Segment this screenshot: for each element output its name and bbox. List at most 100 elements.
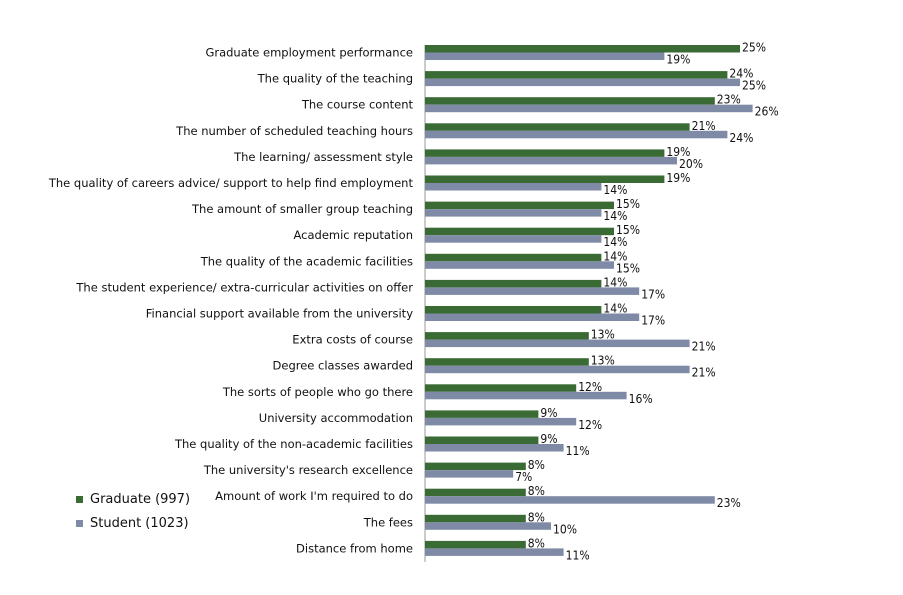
value-label-graduate: 9% xyxy=(540,406,557,420)
bar-student xyxy=(425,209,602,217)
bar-graduate xyxy=(425,227,614,236)
bar-graduate xyxy=(425,149,665,157)
value-label-student: 11% xyxy=(566,548,590,562)
value-label-student: 11% xyxy=(566,444,590,458)
bar-student xyxy=(425,130,728,139)
bar-graduate xyxy=(425,332,589,340)
value-label-student: 14% xyxy=(603,209,627,223)
value-label-graduate: 13% xyxy=(591,328,615,342)
bar-graduate xyxy=(425,462,526,471)
value-label-student: 25% xyxy=(742,79,766,93)
value-label-graduate: 21% xyxy=(692,119,716,133)
bar-graduate xyxy=(425,410,539,418)
category-label: Extra costs of course xyxy=(292,333,413,347)
bar-student xyxy=(425,444,564,452)
legend-item-graduate: Graduate (997) xyxy=(76,487,190,511)
bar-student xyxy=(425,365,690,374)
value-label-student: 14% xyxy=(603,235,627,249)
value-label-student: 19% xyxy=(666,53,690,67)
value-label-graduate: 19% xyxy=(666,145,690,159)
bar-student xyxy=(425,261,614,269)
category-label: Graduate employment performance xyxy=(205,46,413,60)
bar-student xyxy=(425,522,551,530)
category-labels: Graduate employment performance The quali… xyxy=(48,46,414,556)
bar-student xyxy=(425,287,640,295)
category-label: The sorts of people who go there xyxy=(222,385,413,399)
legend-swatch-graduate xyxy=(76,495,83,503)
category-label: The student experience/ extra-curricular… xyxy=(75,280,413,294)
legend-label-graduate: Graduate (997) xyxy=(90,491,191,507)
bar-student xyxy=(425,496,715,504)
bar-student xyxy=(425,104,753,113)
bar-graduate xyxy=(425,279,602,288)
category-label: The university's research excellence xyxy=(203,463,413,477)
category-label: The quality of the teaching xyxy=(257,72,413,86)
value-label-student: 23% xyxy=(717,496,741,510)
bar-graduate xyxy=(425,384,577,392)
category-label: The quality of the non-academic faciliti… xyxy=(174,437,413,451)
legend-item-student: Student (1023) xyxy=(76,511,190,535)
value-label-graduate: 8% xyxy=(528,510,545,524)
value-label-student: 15% xyxy=(616,261,640,275)
value-label-student: 21% xyxy=(692,366,716,380)
bar-graduate xyxy=(425,123,690,131)
value-label-student: 17% xyxy=(641,287,665,301)
category-label: Financial support available from the uni… xyxy=(146,307,413,321)
category-label: The course content xyxy=(301,98,414,112)
category-label: Degree classes awarded xyxy=(273,359,413,373)
category-label: University accommodation xyxy=(259,411,413,425)
value-label-graduate: 13% xyxy=(591,354,615,368)
category-label: The quality of the academic facilities xyxy=(200,254,413,268)
value-label-student: 12% xyxy=(578,418,602,432)
value-label-graduate: 8% xyxy=(528,536,545,550)
value-label-student: 17% xyxy=(641,314,665,328)
value-label-graduate: 24% xyxy=(729,67,753,81)
category-label: The learning/ assessment style xyxy=(233,150,413,164)
value-label-student: 24% xyxy=(729,131,753,145)
value-labels: 25%19%24%25%23%26%21%24%19%20%19%14%15%1… xyxy=(515,41,778,563)
value-label-graduate: 15% xyxy=(616,223,640,237)
value-label-student: 14% xyxy=(603,183,627,197)
bar-graduate xyxy=(425,45,740,53)
bar-graduate xyxy=(425,253,602,262)
bar-student xyxy=(425,313,640,321)
bar-graduate xyxy=(425,436,539,444)
bar-student xyxy=(425,391,627,400)
value-label-student: 20% xyxy=(679,157,703,171)
value-label-graduate: 12% xyxy=(578,380,602,394)
legend: Graduate (997) Student (1023) xyxy=(76,487,190,535)
bar-graduate xyxy=(425,514,526,523)
value-label-graduate: 8% xyxy=(528,458,545,472)
bar-graduate xyxy=(425,97,715,105)
bar-student xyxy=(425,78,740,87)
category-label: Amount of work I'm required to do xyxy=(215,489,413,503)
category-label: The quality of careers advice/ support t… xyxy=(48,176,414,190)
value-label-student: 21% xyxy=(692,340,716,354)
bar-student xyxy=(425,548,564,556)
category-label: The fees xyxy=(363,515,413,529)
value-label-graduate: 14% xyxy=(603,249,627,263)
category-label: The number of scheduled teaching hours xyxy=(175,124,413,138)
value-label-graduate: 8% xyxy=(528,484,545,498)
value-label-graduate: 23% xyxy=(717,93,741,107)
bar-graduate xyxy=(425,540,526,549)
value-label-graduate: 19% xyxy=(666,171,690,185)
category-label: Distance from home xyxy=(296,541,413,555)
bar-student xyxy=(425,470,514,478)
value-label-student: 26% xyxy=(755,105,779,119)
bar-student xyxy=(425,52,665,60)
bar-graduate xyxy=(425,175,665,183)
value-label-graduate: 25% xyxy=(742,41,766,55)
value-label-graduate: 14% xyxy=(603,275,627,289)
legend-swatch-student xyxy=(76,519,83,527)
bar-student xyxy=(425,417,577,426)
bars xyxy=(425,45,753,556)
category-label: Academic reputation xyxy=(293,228,413,242)
value-label-student: 16% xyxy=(629,392,653,406)
bar-graduate xyxy=(425,201,614,210)
value-label-graduate: 9% xyxy=(540,432,557,446)
bar-student xyxy=(425,339,690,348)
bar-student xyxy=(425,183,602,191)
value-label-student: 7% xyxy=(515,470,532,484)
